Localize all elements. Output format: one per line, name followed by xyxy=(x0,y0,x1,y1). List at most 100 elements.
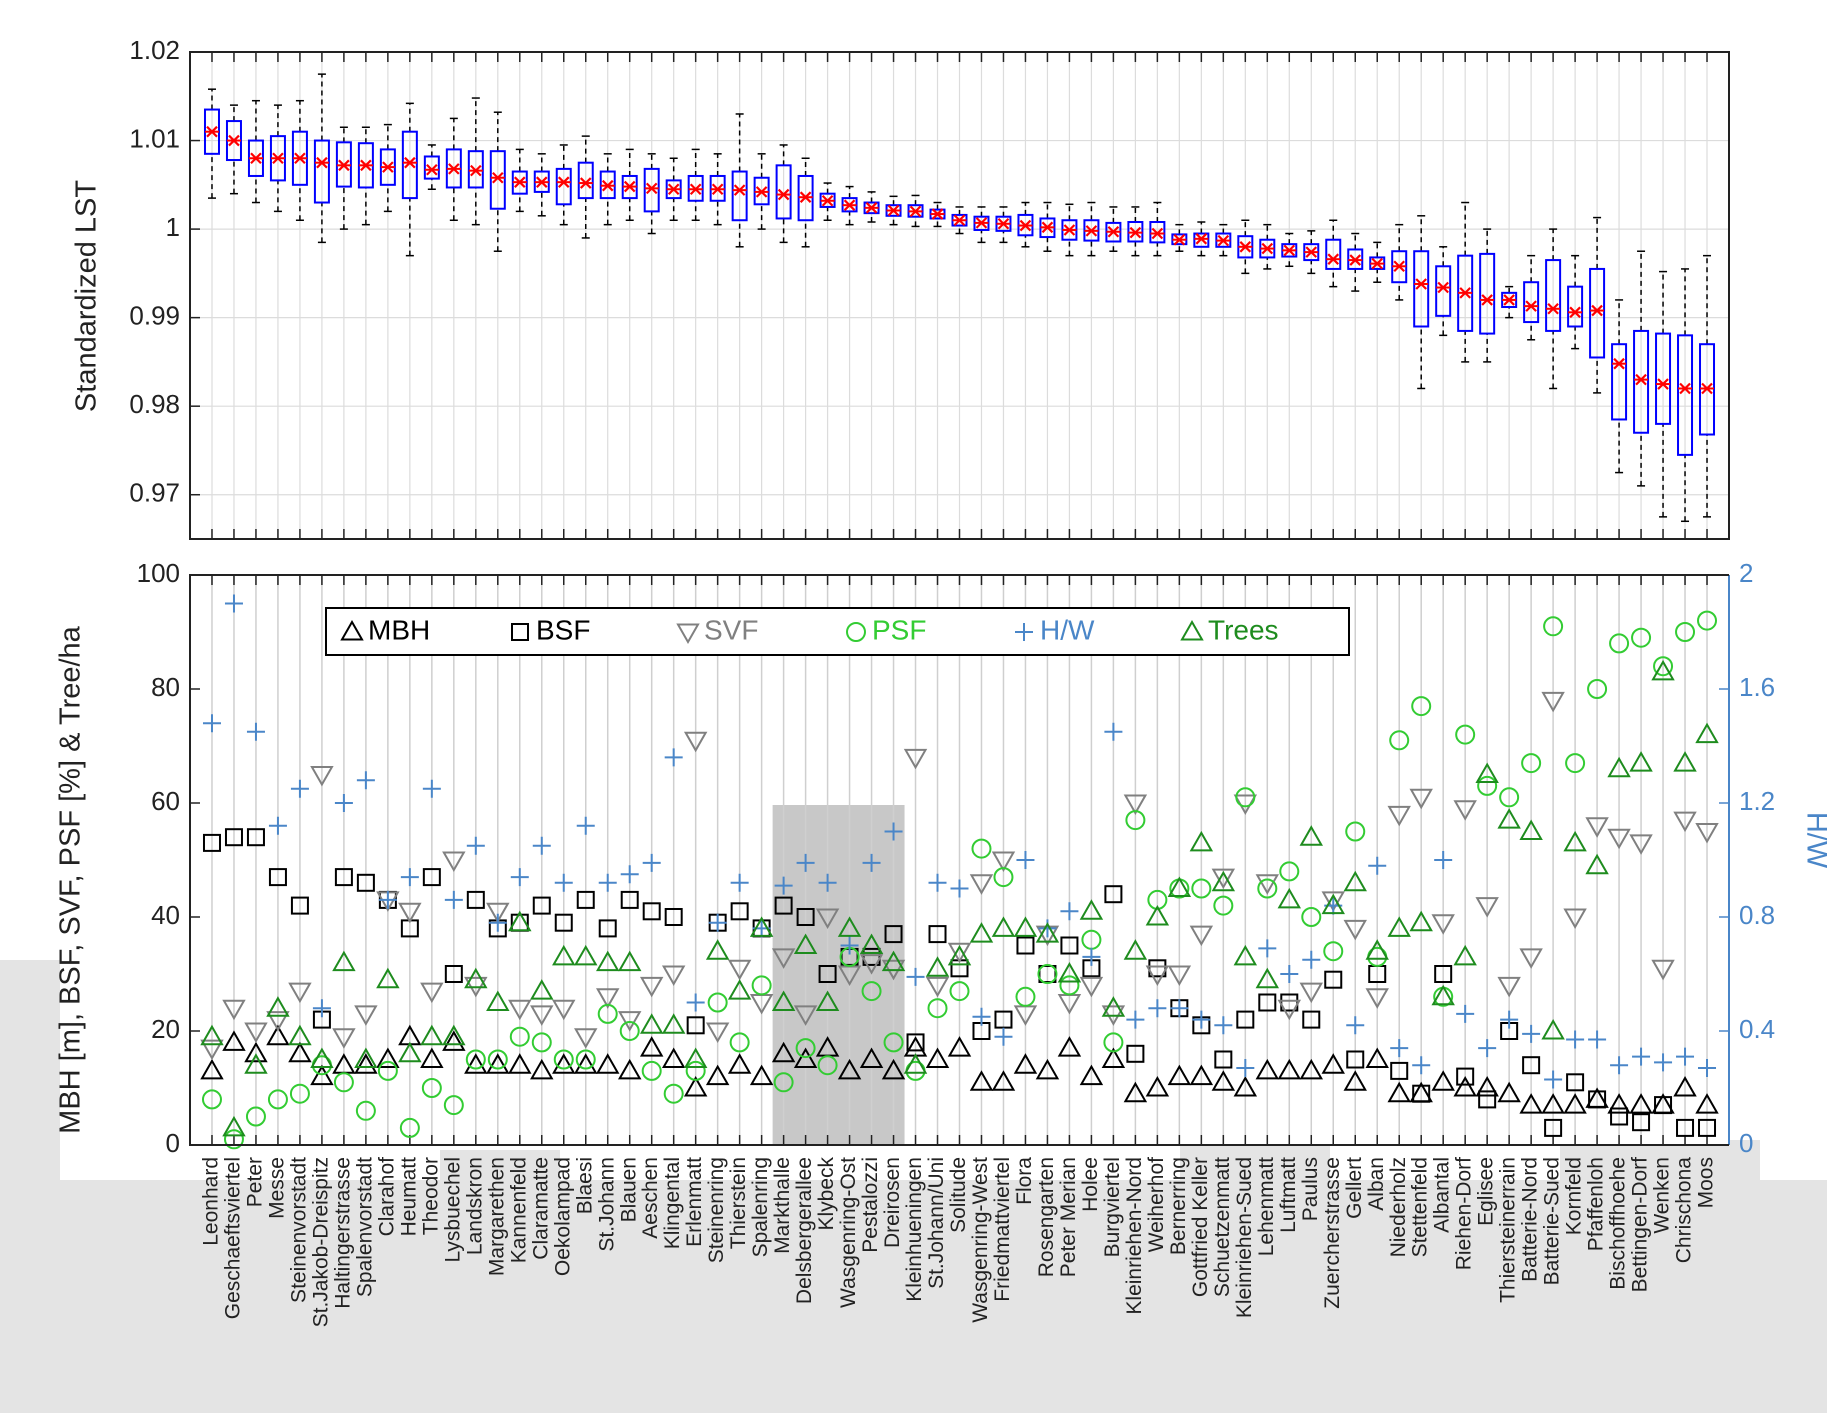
x-tick-label: Pfaffenloh xyxy=(1585,1157,1608,1251)
x-tick-label: Moos xyxy=(1695,1157,1718,1208)
highlight-band xyxy=(773,805,905,1145)
x-tick-label: Geschaeftsviertel xyxy=(222,1157,245,1319)
x-tick-label: Chrischona xyxy=(1673,1157,1696,1264)
x-tick-label: Klybeck xyxy=(815,1157,838,1231)
chart: Standardized LST MBH [m], BSF, SVF, PSF … xyxy=(0,0,1827,1413)
x-tick-label: Gellert xyxy=(1343,1157,1366,1219)
x-tick-label: Stettenfeld xyxy=(1409,1157,1432,1257)
x-tick-label: Markthalle xyxy=(771,1157,794,1254)
y-tick-label: 0 xyxy=(166,1128,180,1158)
x-tick-label: Messe xyxy=(265,1157,288,1219)
x-tick-label: Zuercherstrasse xyxy=(1321,1157,1344,1309)
legend-label: Trees xyxy=(1208,614,1279,645)
x-tick-label: Klingental xyxy=(661,1157,684,1249)
x-tick-label: Spalenring xyxy=(749,1157,772,1257)
x-tick-label: Kannenfeld xyxy=(507,1157,530,1263)
legend: MBH BSF SVF PSF H/W Trees xyxy=(326,608,1349,655)
x-tick-label: Bernerring xyxy=(1167,1157,1190,1255)
y-tick-label: 1.01 xyxy=(129,123,180,153)
x-tick-label: Spalenvorstadt xyxy=(353,1157,376,1297)
x-tick-label: Heumatt xyxy=(397,1157,420,1237)
y-tick-label: 1.02 xyxy=(129,35,180,65)
x-tick-label: Aeschen xyxy=(639,1157,662,1239)
y-tick-label: 60 xyxy=(151,786,180,816)
y-tick-label: 0.99 xyxy=(129,301,180,331)
x-tick-label: Lysbuechel xyxy=(441,1157,464,1262)
y-tick-label: 0.98 xyxy=(129,389,180,419)
y-tick-label: 1 xyxy=(166,212,180,242)
x-tick-label: Kornfeld xyxy=(1563,1157,1586,1235)
x-tick-label: Thierstein xyxy=(727,1157,750,1249)
x-tick-label: Claramatte xyxy=(529,1157,552,1260)
x-tick-label: Alban xyxy=(1365,1157,1388,1211)
x-tick-label: Steinenvorstadt xyxy=(287,1157,310,1303)
x-tick-label: Batterie-Sued xyxy=(1541,1157,1564,1285)
x-tick-label: Holee xyxy=(1079,1157,1102,1212)
x-tick-label: Paulus xyxy=(1299,1157,1322,1221)
y2-axis-label: H/W xyxy=(1800,812,1827,869)
x-tick-label: Eglisee xyxy=(1475,1157,1498,1226)
x-tick-label: Rosengarten xyxy=(1035,1157,1058,1277)
x-tick-label: Schuetzenmatt xyxy=(1211,1157,1234,1297)
x-tick-label: Clarahof xyxy=(375,1157,398,1237)
x-tick-label: St.Johann/Uni xyxy=(925,1157,948,1289)
x-tick-label: Peter Merian xyxy=(1057,1157,1080,1277)
legend-label: PSF xyxy=(872,614,926,645)
legend-box xyxy=(326,608,1349,655)
y-tick-label: 0.97 xyxy=(129,478,180,508)
x-tick-label: Pestalozzi xyxy=(859,1157,882,1253)
y-tick-label: 100 xyxy=(137,558,180,588)
x-tick-label: Peter xyxy=(244,1157,267,1207)
x-tick-label: St.Johann xyxy=(595,1157,618,1252)
x-tick-label: Haltingerstrasse xyxy=(331,1157,354,1309)
x-tick-label: Thiersteinerrain xyxy=(1497,1157,1520,1303)
x-tick-label: Albantal xyxy=(1431,1157,1454,1233)
y2-tick-label: 0.8 xyxy=(1739,900,1775,930)
y2-tick-label: 1.2 xyxy=(1739,786,1775,816)
x-tick-label: Leonhard xyxy=(200,1157,223,1246)
x-tick-label: Niederholz xyxy=(1387,1157,1410,1257)
x-tick-label: Wenken xyxy=(1651,1157,1674,1234)
x-tick-label: Bischoffhoehe xyxy=(1607,1157,1630,1290)
x-tick-label: Kleinriehen-Nord xyxy=(1123,1157,1146,1315)
x-tick-label: Gottfried Keller xyxy=(1189,1157,1212,1297)
x-tick-label: Kleinhueningen xyxy=(903,1157,926,1302)
y2-tick-label: 0.4 xyxy=(1739,1014,1775,1044)
x-tick-label: Flora xyxy=(1013,1157,1036,1205)
y-tick-label: 20 xyxy=(151,1014,180,1044)
x-tick-label: Weiherhof xyxy=(1145,1157,1168,1252)
legend-label: SVF xyxy=(704,614,758,645)
x-tick-label: Riehen-Dorf xyxy=(1453,1157,1476,1270)
x-tick-label: Bettingen-Dorf xyxy=(1629,1157,1652,1293)
y2-tick-label: 1.6 xyxy=(1739,672,1775,702)
x-tick-label: Erlenmatt xyxy=(683,1157,706,1247)
x-tick-label: Delsbergerallee xyxy=(793,1157,816,1304)
x-tick-label: Lehenmatt xyxy=(1255,1157,1278,1256)
x-tick-label: Steinenring xyxy=(705,1157,728,1263)
legend-label: H/W xyxy=(1040,614,1095,645)
x-tick-label: Wasgenring-West xyxy=(969,1157,992,1323)
x-tick-label: Wasgenring-Ost xyxy=(837,1157,860,1308)
x-tick-label: Theodor xyxy=(419,1157,442,1235)
legend-label: MBH xyxy=(368,614,430,645)
x-tick-label: Solitude xyxy=(947,1157,970,1233)
y-axis-label: MBH [m], BSF, SVF, PSF [%] & Tree/ha xyxy=(55,625,87,1134)
legend-label: BSF xyxy=(536,614,590,645)
x-tick-label: Oekolampad xyxy=(551,1157,574,1276)
x-tick-label: Burgviertel xyxy=(1101,1157,1124,1257)
x-tick-label: Kleinriehen-Sued xyxy=(1233,1157,1256,1318)
x-tick-label: Friedmattviertel xyxy=(991,1157,1014,1302)
y-tick-label: 40 xyxy=(151,900,180,930)
y-tick-label: 80 xyxy=(151,672,180,702)
x-tick-label: Luftmatt xyxy=(1277,1157,1300,1233)
x-tick-label: St.Jakob-Dreispitz xyxy=(309,1157,332,1327)
y2-tick-label: 0 xyxy=(1739,1128,1753,1158)
x-tick-label: Blauen xyxy=(617,1157,640,1222)
y-axis-label: Standardized LST xyxy=(71,180,103,412)
y2-tick-label: 2 xyxy=(1739,558,1753,588)
x-tick-label: Batterie-Nord xyxy=(1519,1157,1542,1282)
x-tick-label: Margarethen xyxy=(485,1157,508,1276)
x-tick-label: Blaesi xyxy=(573,1157,596,1214)
x-tick-label: Landskron xyxy=(463,1157,486,1255)
x-tick-label: Dreirosen xyxy=(881,1157,904,1248)
